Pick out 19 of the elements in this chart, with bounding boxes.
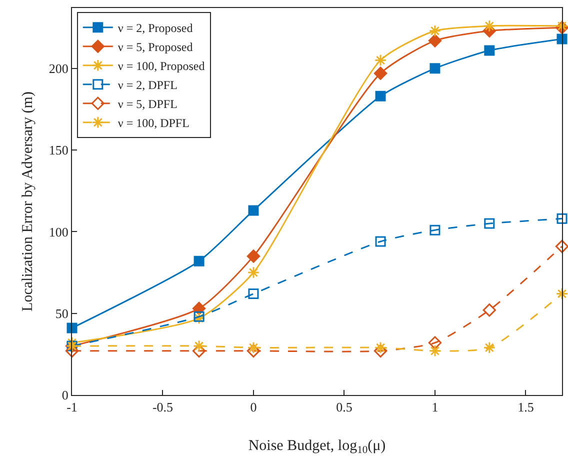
x-tick-label: -1	[66, 400, 78, 415]
legend-label: ν = 2, DPFL	[118, 78, 178, 92]
x-tick-label: 1	[432, 400, 438, 415]
legend-label: ν = 100, DPFL	[118, 116, 190, 130]
y-tick-label: 0	[62, 388, 68, 403]
x-tick-label: 0.5	[336, 400, 352, 415]
y-tick-label: 50	[55, 306, 68, 321]
y-tick-label: 100	[48, 224, 68, 240]
legend-label: ν = 5, Proposed	[118, 40, 193, 54]
legend-label: ν = 2, Proposed	[118, 21, 193, 36]
y-tick-label: 200	[48, 60, 68, 76]
x-axis-title: Noise Budget, log$_{10}$(μ)	[248, 438, 386, 456]
legend-label: ν = 5, DPFL	[118, 97, 178, 112]
y-tick-label: 150	[48, 142, 68, 158]
y-axis-title: Localization Error by Adversary (m)	[20, 92, 36, 312]
x-tick-label: 0	[250, 400, 257, 415]
legend-label: ν = 100, Proposed	[118, 59, 205, 74]
x-tick-label: 1.5	[518, 400, 534, 415]
x-tick-label: -0.5	[152, 400, 174, 415]
